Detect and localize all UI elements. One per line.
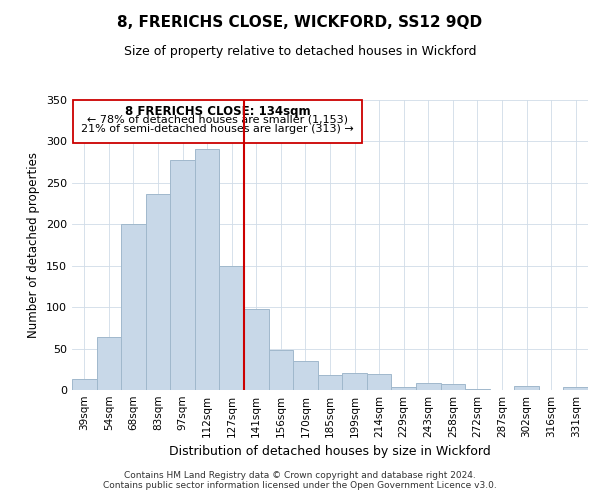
Bar (318, 375, 342, 390)
X-axis label: Distribution of detached houses by size in Wickford: Distribution of detached houses by size … (169, 446, 491, 458)
Bar (73, 100, 362, 143)
Bar (146, 194, 170, 390)
Text: ← 78% of detached houses are smaller (1,153): ← 78% of detached houses are smaller (1,… (87, 114, 348, 124)
Bar (244, 309, 269, 390)
Bar (563, 386, 588, 390)
Bar (391, 386, 416, 390)
Bar (97, 337, 121, 390)
Bar (269, 350, 293, 390)
Bar (465, 389, 490, 390)
Text: Size of property relative to detached houses in Wickford: Size of property relative to detached ho… (124, 45, 476, 58)
Bar (195, 149, 220, 390)
Bar (416, 384, 440, 390)
Bar (72, 379, 97, 390)
Bar (121, 224, 146, 390)
Bar (220, 266, 244, 390)
Bar (440, 384, 465, 390)
Text: 8, FRERICHS CLOSE, WICKFORD, SS12 9QD: 8, FRERICHS CLOSE, WICKFORD, SS12 9QD (118, 15, 482, 30)
Bar (367, 374, 391, 390)
Bar (342, 374, 367, 390)
Text: Contains HM Land Registry data © Crown copyright and database right 2024.
Contai: Contains HM Land Registry data © Crown c… (103, 470, 497, 490)
Text: 8 FRERICHS CLOSE: 134sqm: 8 FRERICHS CLOSE: 134sqm (125, 105, 310, 118)
Text: 21% of semi-detached houses are larger (313) →: 21% of semi-detached houses are larger (… (81, 124, 354, 134)
Y-axis label: Number of detached properties: Number of detached properties (28, 152, 40, 338)
Bar (170, 160, 195, 390)
Bar (293, 361, 318, 390)
Bar (514, 386, 539, 390)
